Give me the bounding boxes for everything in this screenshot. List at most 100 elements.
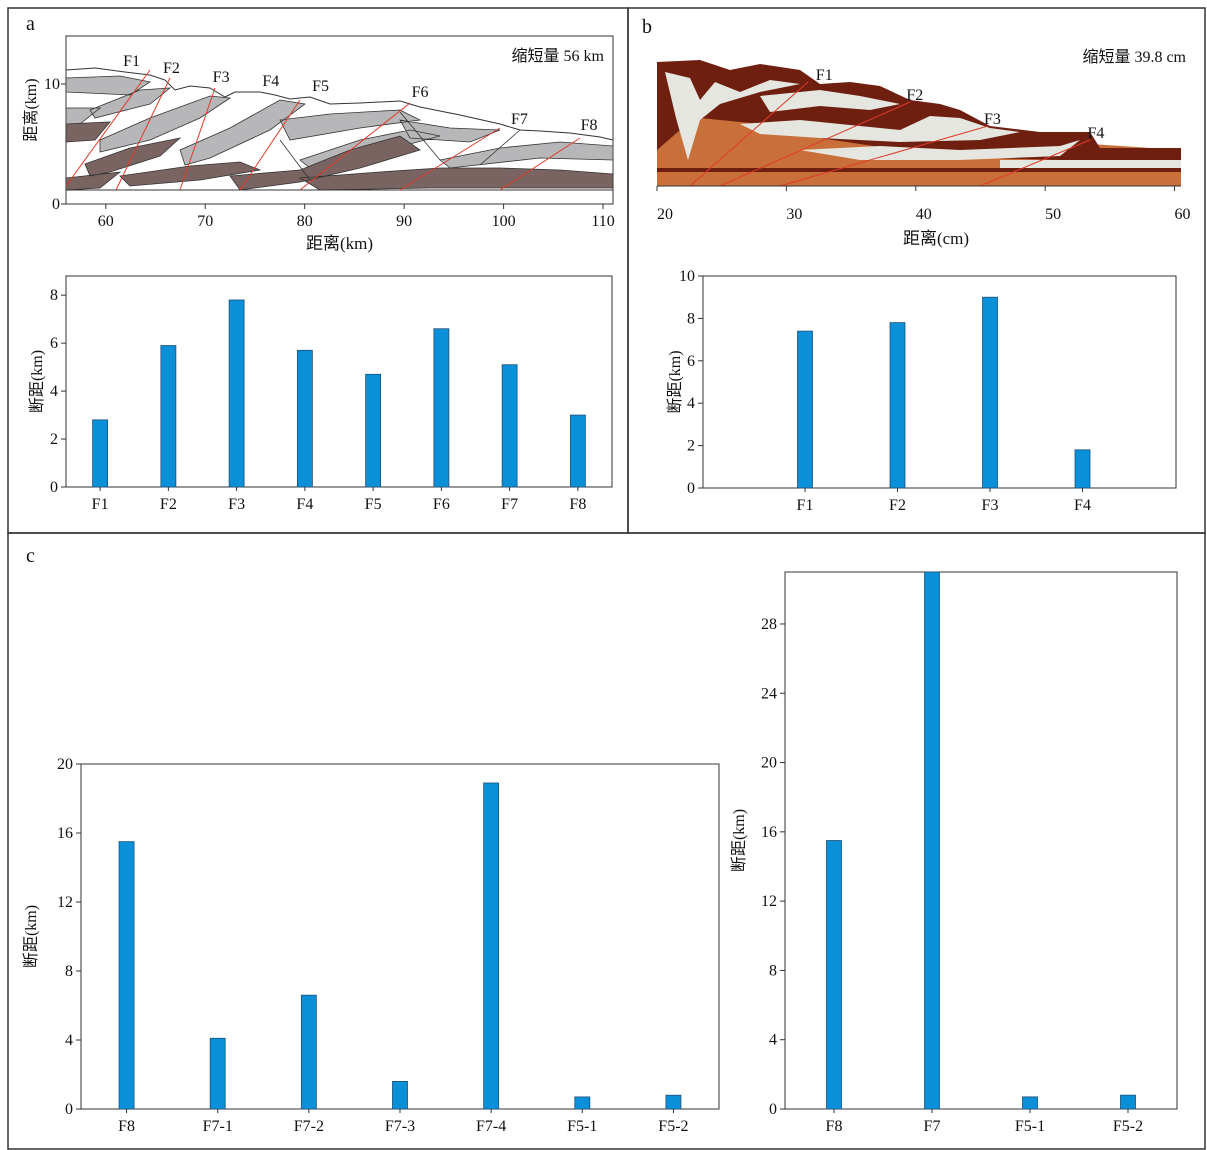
- bar: [209, 1037, 226, 1110]
- x-tick-label: F7: [924, 1118, 941, 1135]
- y-tick-label: 2: [687, 438, 695, 455]
- x-tick-label: 100: [492, 213, 516, 230]
- bar: [665, 1094, 682, 1110]
- fault-label: F3: [984, 111, 1001, 128]
- x-tick-label: F2: [160, 496, 177, 513]
- y-tick-label: 4: [50, 383, 58, 400]
- y-tick-label: 2: [50, 431, 58, 448]
- section-b: F1 F2 F3 F4 缩短量 39.8 cm 20 30 40 50 60 距离(cm): [656, 48, 1191, 248]
- section-a-layer-dark: [66, 121, 613, 191]
- y-tick-label: 0: [769, 1101, 777, 1118]
- bar: [483, 782, 500, 1110]
- fault-trace-b-f4: [979, 139, 1091, 186]
- bar: [501, 364, 518, 488]
- x-tick-label: 60: [98, 213, 114, 230]
- bar: [228, 299, 245, 488]
- plot-frame: [80, 763, 720, 1110]
- shortening-label-b: 缩短量 39.8 cm: [1082, 48, 1186, 66]
- bar-chart-a: 0 2 4 6 8 F1 F2 F3 F4 F5 F6 F7 F8 断距(km): [28, 275, 613, 513]
- plot-frame: [702, 275, 1177, 489]
- y-axis-label: 断距(km): [730, 809, 748, 872]
- fault-trace-f7: [499, 137, 581, 191]
- fault-trace-f2: [115, 77, 171, 191]
- bar: [365, 373, 382, 488]
- bar: [118, 841, 135, 1110]
- y-tick-label: 8: [769, 962, 777, 979]
- fault-label: F6: [412, 84, 429, 101]
- bar: [433, 328, 450, 488]
- shortening-label-a: 缩短量 56 km: [512, 47, 605, 65]
- y-tick-label: 10: [679, 268, 695, 285]
- x-tick-label: F7-1: [203, 1118, 233, 1135]
- bar: [982, 296, 998, 489]
- section-a-faults: [66, 69, 581, 191]
- x-tick-label: 50: [1045, 206, 1061, 223]
- bar-chart-c-left: 0 4 8 12 16 20 F8 F7-1 F7-2 F7-3 F7-4 F5-1 F5-2 断距(km…: [22, 756, 720, 1135]
- section-b-axes: 20 30 40 50 60 距离(cm): [656, 185, 1191, 248]
- y-tick-label: 24: [761, 685, 777, 702]
- backthrust-line: [399, 111, 441, 161]
- bar: [1022, 1096, 1038, 1110]
- y-tick-label: 8: [65, 963, 73, 980]
- x-tick-label: F8: [826, 1118, 843, 1135]
- panel-letter-a: a: [26, 13, 35, 35]
- fault-trace-f1: [66, 69, 151, 187]
- x-tick-label: F5-1: [1015, 1118, 1045, 1135]
- bar: [92, 419, 109, 488]
- fault-trace-b-f2: [719, 101, 911, 186]
- fault-trace-f5: [299, 102, 411, 191]
- y-tick-label: 4: [65, 1032, 73, 1049]
- panel-letter-c: c: [26, 545, 35, 567]
- x-tick-label: F1: [92, 496, 109, 513]
- fault-label: F2: [906, 87, 923, 104]
- backthrust-line: [279, 139, 311, 181]
- x-tick-label: F3: [982, 497, 999, 514]
- y-tick-label: 0: [50, 479, 58, 496]
- sand-dark-base: [657, 168, 1181, 172]
- bar: [300, 994, 317, 1110]
- fault-label: F8: [581, 117, 598, 134]
- y-tick-label: 8: [687, 310, 695, 327]
- x-tick-label: F5-2: [658, 1118, 688, 1135]
- bar: [1074, 449, 1091, 489]
- bar: [924, 571, 940, 1110]
- x-tick-label: F1: [797, 497, 814, 514]
- bar: [889, 322, 906, 489]
- x-tick-label: F5-2: [1113, 1118, 1143, 1135]
- fault-trace-b-f1: [689, 81, 809, 186]
- x-tick-label: 80: [297, 213, 313, 230]
- bar-chart-c-right: 0 4 8 12 16 20 24 28 F8 F7 F5-1 F5-2 断距(km): [730, 571, 1178, 1135]
- bar: [160, 345, 177, 488]
- plot-frame: [784, 571, 1178, 1110]
- bar: [392, 1081, 408, 1110]
- x-axis-label: 距离(km): [306, 234, 373, 253]
- sand-light-band: [665, 72, 1181, 168]
- fault-label: F4: [262, 73, 279, 90]
- bar: [569, 414, 586, 488]
- fault-label: F1: [123, 53, 140, 70]
- x-tick-label: F7-3: [385, 1118, 415, 1135]
- y-axis-label: 断距(km): [28, 350, 46, 413]
- y-tick-label: 16: [761, 824, 777, 841]
- y-tick-label: 20: [57, 756, 73, 773]
- x-tick-label: F7-4: [476, 1118, 506, 1135]
- x-tick-label: F6: [433, 496, 450, 513]
- x-tick-label: F8: [118, 1118, 135, 1135]
- section-b-strata: [657, 60, 1181, 186]
- y-axis-label: 距离(km): [22, 78, 40, 141]
- y-tick-label: 6: [50, 335, 58, 352]
- section-a-backthrusts: [279, 111, 521, 181]
- fault-label: F3: [213, 69, 230, 86]
- x-tick-label: F3: [228, 496, 245, 513]
- plot-frame: [65, 275, 613, 488]
- section-b-fault-labels: F1 F2 F3 F4: [816, 67, 1105, 142]
- section-b-faults: [689, 81, 1091, 186]
- x-tick-label: F5-1: [567, 1118, 597, 1135]
- y-tick-label: 4: [687, 395, 695, 412]
- y-axis-label: 断距(km): [666, 350, 684, 413]
- section-a-fault-labels: F1 F2 F3 F4 F5 F6 F7 F8: [123, 53, 597, 134]
- x-tick-label: 20: [657, 206, 673, 223]
- x-tick-label: F7-2: [294, 1118, 324, 1135]
- fault-label: F4: [1088, 125, 1105, 142]
